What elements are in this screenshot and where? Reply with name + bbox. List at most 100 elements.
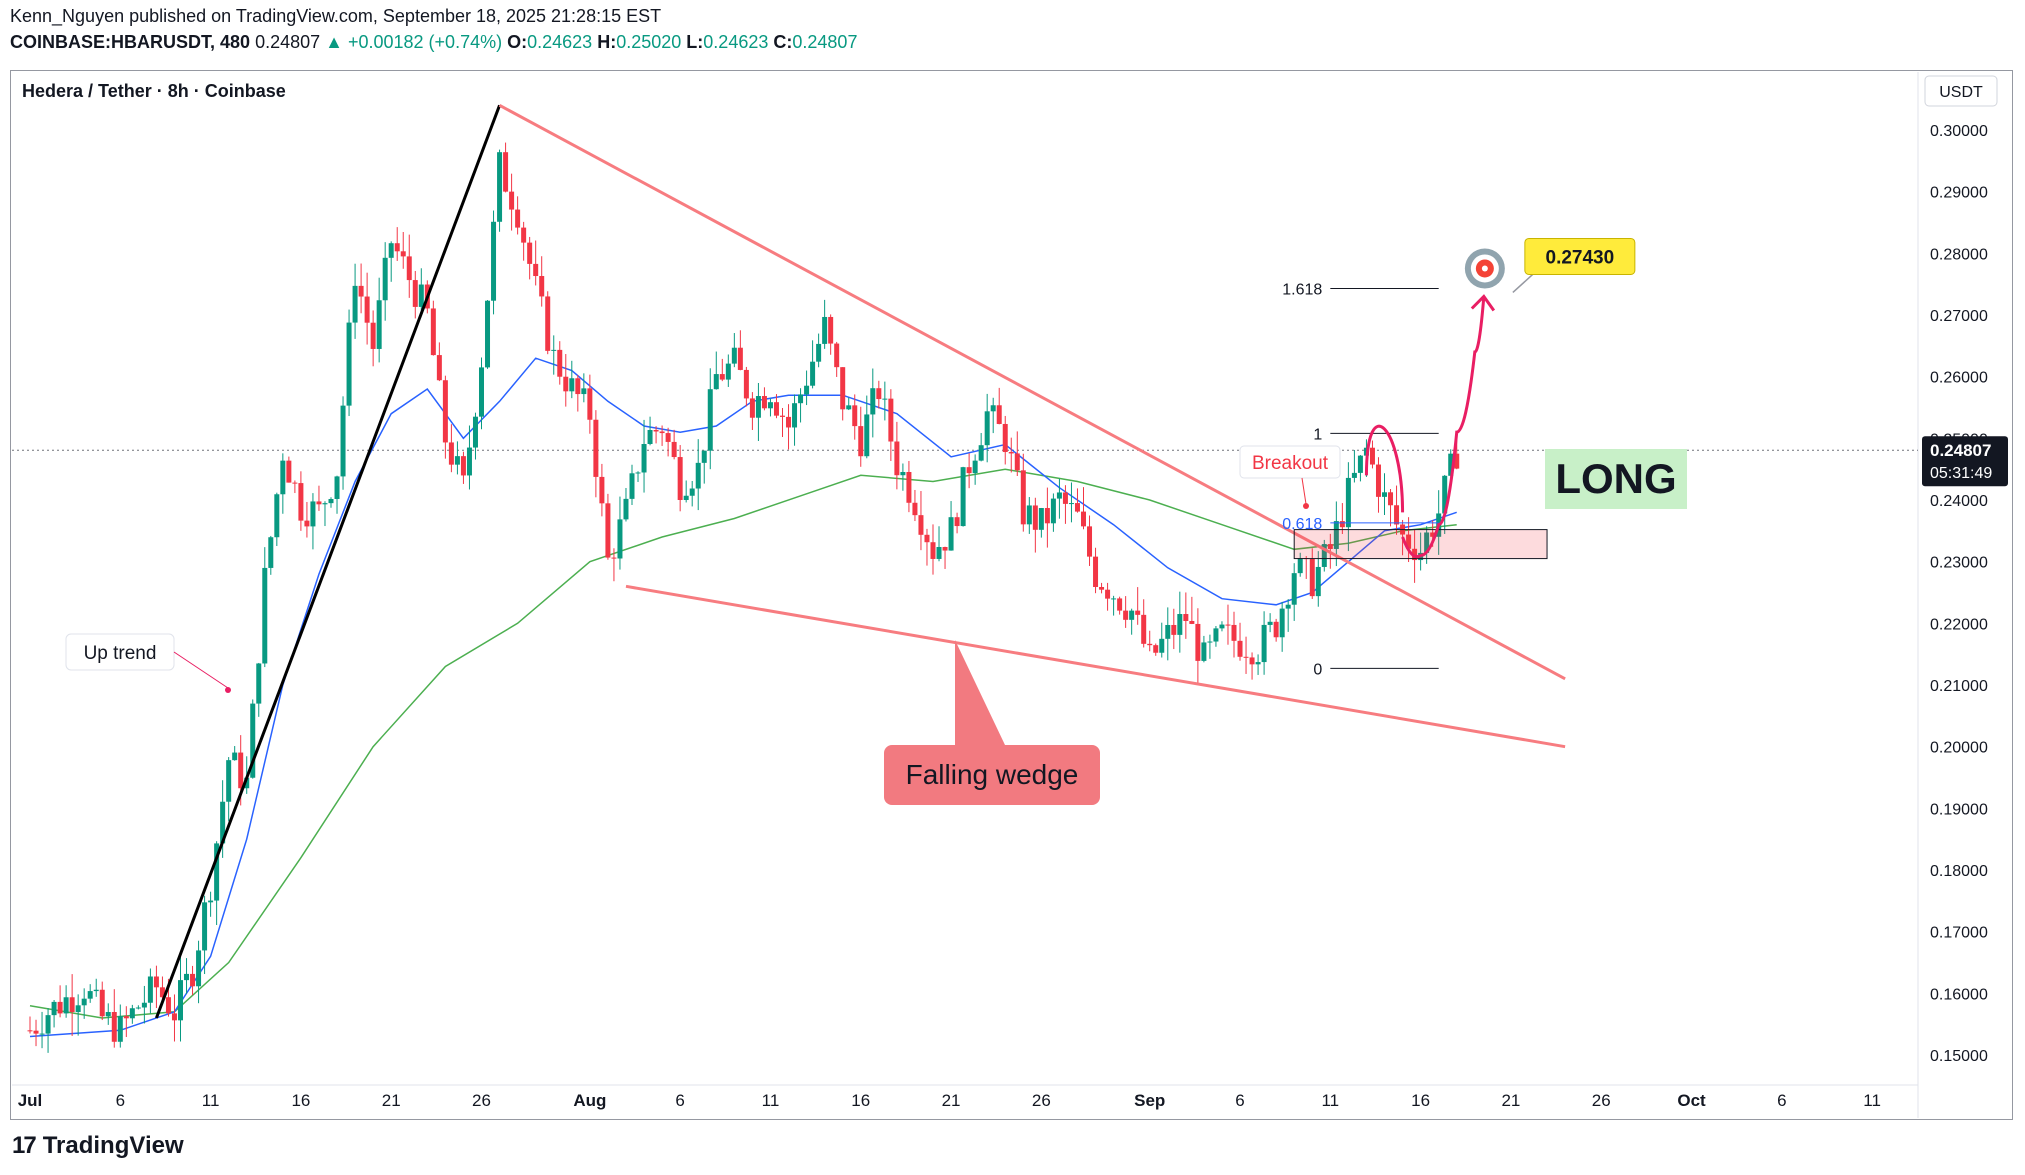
candle-body bbox=[436, 355, 442, 381]
candle-body bbox=[617, 519, 623, 559]
candle-body bbox=[1038, 508, 1044, 530]
candle-body bbox=[1231, 624, 1237, 641]
brand-name: TradingView bbox=[42, 1132, 184, 1159]
candle-body bbox=[1135, 610, 1141, 615]
currency-label: USDT bbox=[1939, 84, 1983, 101]
header-price: 0.24807 bbox=[255, 32, 321, 52]
candle-body bbox=[1448, 453, 1454, 476]
candle-body bbox=[635, 472, 641, 474]
candle-body bbox=[256, 663, 262, 704]
y-tick-label: 0.26000 bbox=[1930, 370, 1988, 387]
candle-body bbox=[238, 752, 244, 789]
fib-level-label: 1.618 bbox=[1282, 281, 1322, 298]
candle-body bbox=[587, 388, 593, 420]
candle-body bbox=[1074, 503, 1080, 512]
candle-body bbox=[358, 285, 364, 297]
candle-body bbox=[202, 902, 208, 951]
target-label-box bbox=[1524, 237, 1636, 275]
candle-body bbox=[111, 1012, 117, 1042]
candle-body bbox=[310, 501, 316, 527]
candle-body bbox=[196, 950, 202, 987]
last-price-badge bbox=[1922, 436, 2008, 487]
candle-body bbox=[960, 467, 966, 527]
candle-body bbox=[141, 1002, 147, 1008]
candle-body bbox=[954, 517, 960, 527]
candle-body bbox=[1123, 610, 1129, 620]
candle-body bbox=[1062, 492, 1068, 504]
candle-body bbox=[1207, 641, 1213, 643]
candle-body bbox=[906, 471, 912, 503]
x-tick-label: 16 bbox=[291, 1091, 310, 1110]
candle-body bbox=[1183, 614, 1189, 621]
candle-body bbox=[870, 388, 876, 415]
candle-body bbox=[623, 498, 629, 520]
up-trend-pointer-dot bbox=[225, 687, 231, 693]
high-label: H: bbox=[597, 32, 617, 52]
symbol-label: COINBASE:HBARUSDT, 480 bbox=[10, 32, 251, 52]
open-label: O: bbox=[507, 32, 528, 52]
candle-body bbox=[1351, 472, 1357, 478]
candle-body bbox=[966, 467, 972, 474]
candle-body bbox=[1261, 624, 1267, 663]
candle-body bbox=[268, 537, 274, 568]
publish-line: Kenn_Nguyen published on TradingView.com… bbox=[10, 6, 662, 26]
candle-body bbox=[1044, 508, 1050, 524]
candle-body bbox=[816, 343, 822, 362]
candle-body bbox=[33, 1030, 39, 1034]
candle-body bbox=[888, 398, 894, 442]
support-zone bbox=[1293, 529, 1548, 560]
pattern-marker-curve bbox=[1364, 424, 1405, 513]
candle-body bbox=[1111, 598, 1117, 600]
candle-body bbox=[822, 316, 828, 344]
candle-body bbox=[990, 405, 996, 412]
candle-body bbox=[840, 367, 846, 410]
x-tick-label: 26 bbox=[472, 1091, 491, 1110]
fib-level-label: 0 bbox=[1313, 661, 1322, 678]
x-tick-label: 11 bbox=[1863, 1091, 1881, 1110]
candle-body bbox=[1008, 452, 1014, 454]
breakout-pointer-dot bbox=[1303, 503, 1309, 509]
candle-body bbox=[93, 989, 99, 992]
x-tick-label: 6 bbox=[1777, 1091, 1786, 1110]
candle-body bbox=[184, 973, 190, 981]
candle-body bbox=[412, 280, 418, 307]
candle-body bbox=[786, 416, 792, 428]
candle-body bbox=[858, 426, 864, 457]
candle-body bbox=[647, 429, 653, 445]
candle-body bbox=[1117, 598, 1123, 611]
x-tick-label: 21 bbox=[1501, 1091, 1520, 1110]
candle-body bbox=[1424, 532, 1430, 553]
candle-body bbox=[214, 843, 220, 901]
candle-body bbox=[743, 369, 749, 399]
candle-body bbox=[773, 402, 779, 416]
fib-level-label: 0.618 bbox=[1282, 516, 1322, 533]
candle-body bbox=[1237, 640, 1243, 657]
candle-body bbox=[900, 471, 906, 476]
candle-body bbox=[834, 343, 840, 368]
candle-body bbox=[1141, 614, 1147, 644]
candle-body bbox=[527, 242, 533, 264]
close-value: 0.24807 bbox=[792, 32, 858, 52]
candle-body bbox=[1382, 492, 1387, 497]
candle-body bbox=[1321, 544, 1327, 567]
chart-title: Hedera / Tether · 8h · Coinbase bbox=[22, 81, 286, 101]
candle-body bbox=[671, 441, 677, 458]
candle-body bbox=[912, 502, 918, 516]
candle-body bbox=[611, 557, 617, 559]
candle-body bbox=[298, 483, 304, 521]
candle-body bbox=[147, 976, 153, 1003]
candle-body bbox=[641, 444, 647, 473]
candle-body bbox=[1189, 620, 1195, 624]
candle-body bbox=[515, 209, 521, 228]
candle-body bbox=[725, 363, 731, 380]
candle-body bbox=[418, 284, 424, 307]
y-tick-label: 0.28000 bbox=[1930, 246, 1988, 263]
candle-body bbox=[1159, 638, 1165, 653]
candle-body bbox=[250, 703, 256, 778]
x-tick-label: 16 bbox=[851, 1091, 870, 1110]
candle-body bbox=[1333, 521, 1339, 549]
candle-body bbox=[322, 503, 328, 505]
candle-body bbox=[1255, 662, 1261, 665]
candle-body bbox=[599, 476, 605, 504]
